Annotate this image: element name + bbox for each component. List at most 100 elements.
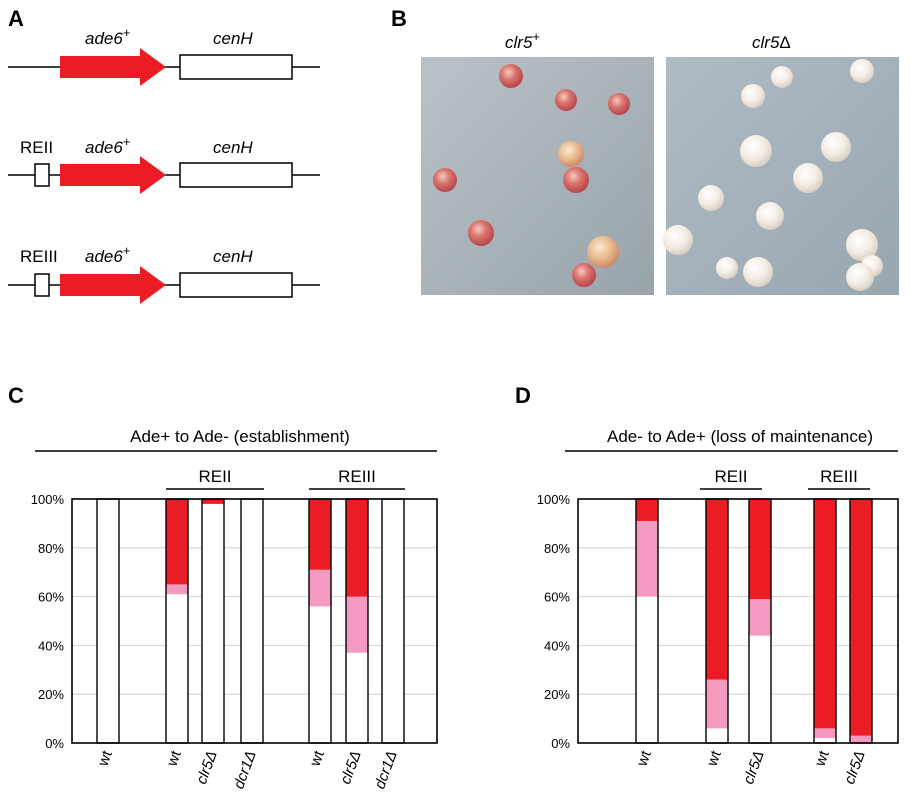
x-category-label: dcr1Δ xyxy=(371,749,400,792)
panel-letter-b: B xyxy=(391,6,407,31)
y-tick-label: 0% xyxy=(551,736,570,751)
colony xyxy=(821,132,851,162)
colony xyxy=(499,64,523,88)
colony xyxy=(846,229,878,261)
x-category-label: clr5Δ xyxy=(337,749,365,787)
x-category-label: wt xyxy=(633,748,655,770)
cenH-label: cenH xyxy=(213,29,253,48)
x-category-label: wt xyxy=(94,748,116,770)
colony xyxy=(793,163,823,193)
colony xyxy=(608,93,630,115)
ade6-label: ade6+ xyxy=(85,25,130,48)
bar-segment-red xyxy=(309,499,331,570)
chart-c-establishment: Ade+ to Ade- (establishment) REII REIII 0% 2… xyxy=(31,427,438,792)
colony xyxy=(563,167,589,193)
clr5-plus-label: clr5+ xyxy=(505,29,540,52)
bar-segment-white xyxy=(706,728,728,743)
colony xyxy=(558,141,584,167)
bar-segment-pink xyxy=(814,728,836,739)
x-category-label: clr5Δ xyxy=(740,749,768,787)
colony xyxy=(743,257,773,287)
x-category-label: dcr1Δ xyxy=(230,749,259,792)
ade6-arrow xyxy=(60,48,166,86)
y-tick-label: 80% xyxy=(544,541,570,556)
bar-segment-white xyxy=(241,499,263,743)
bar-segment-white xyxy=(636,596,658,743)
bar-segment-white xyxy=(749,635,771,743)
bar-segment-pink xyxy=(749,599,771,636)
bar-segment-red xyxy=(749,499,771,600)
colony xyxy=(741,84,765,108)
x-category-label: clr5Δ xyxy=(193,749,221,787)
bar-segment-red xyxy=(202,499,224,504)
bar-segment-red xyxy=(166,499,188,585)
bar-segment-pink xyxy=(309,569,331,607)
y-tick-label: 60% xyxy=(38,590,64,605)
cenH-label: cenH xyxy=(213,138,253,157)
bar-segment-white xyxy=(166,594,188,743)
reiii-element-box xyxy=(34,273,50,297)
x-category-label: wt xyxy=(703,748,725,770)
chart-d-loss-of-maintenance: Ade- to Ade+ (loss of maintenance) REII RE… xyxy=(537,427,899,787)
ade6-label: ade6+ xyxy=(85,243,130,266)
chart-title: Ade+ to Ade- (establishment) xyxy=(130,427,350,446)
y-tick-label: 100% xyxy=(537,492,571,507)
colony xyxy=(587,236,619,268)
bar-segment-white xyxy=(382,499,404,743)
reii-element-box xyxy=(34,163,50,187)
construct-row-1: ade6+ cenH xyxy=(8,25,320,86)
colony xyxy=(663,225,693,255)
group-label: REIII xyxy=(338,467,376,486)
bar-segment-red xyxy=(706,499,728,680)
y-tick-label: 0% xyxy=(45,736,64,751)
colony xyxy=(716,257,738,279)
y-tick-label: 60% xyxy=(544,590,570,605)
y-tick-label: 40% xyxy=(544,638,570,653)
panel-letter-d: D xyxy=(515,383,531,408)
x-category-label: wt xyxy=(163,748,185,770)
ade6-arrow xyxy=(60,156,166,194)
plot-frame xyxy=(577,498,899,744)
y-tick-label: 40% xyxy=(38,638,64,653)
reii-element-label: REII xyxy=(20,138,53,157)
bar-segment-white xyxy=(309,606,331,743)
panel-b-colony-photos: clr5+ clr5Δ xyxy=(421,29,899,295)
group-label: REII xyxy=(714,467,747,486)
bar-segment-pink xyxy=(706,679,728,729)
y-tick-label: 80% xyxy=(38,541,64,556)
cenH-label: cenH xyxy=(213,247,253,266)
y-tick-label: 20% xyxy=(38,687,64,702)
cenH-box xyxy=(179,272,293,298)
panel-letter-a: A xyxy=(8,6,24,31)
red-colonies xyxy=(433,64,630,287)
x-category-label: clr5Δ xyxy=(841,749,869,787)
colony xyxy=(698,185,724,211)
cenH-box xyxy=(179,54,293,80)
bar-segment-red xyxy=(636,499,658,521)
bar-segment-red xyxy=(850,499,872,736)
colony xyxy=(771,66,793,88)
ade6-label: ade6+ xyxy=(85,134,130,157)
bar-segment-red xyxy=(814,499,836,729)
bar-segment-white xyxy=(814,738,836,743)
colony xyxy=(740,135,772,167)
panel-a-constructs: ade6+ cenH REII ade6+ cenH REIII ade6+ c… xyxy=(8,25,320,304)
bar-segment-pink xyxy=(850,735,872,743)
bar-segment-pink xyxy=(346,596,368,653)
ade6-arrow xyxy=(60,266,166,304)
colony xyxy=(846,263,874,291)
construct-row-2: REII ade6+ cenH xyxy=(8,134,320,194)
bar-segment-pink xyxy=(636,520,658,597)
x-category-label: wt xyxy=(306,748,328,770)
clr5-delta-label: clr5Δ xyxy=(752,33,791,52)
colony xyxy=(572,263,596,287)
colony xyxy=(555,89,577,111)
white-colonies xyxy=(663,59,883,291)
colony xyxy=(756,202,784,230)
y-tick-label: 20% xyxy=(544,687,570,702)
bar-segment-pink xyxy=(166,584,188,595)
plot-frame xyxy=(71,498,438,744)
bar-segment-white xyxy=(97,499,119,743)
panel-letter-c: C xyxy=(8,383,24,408)
